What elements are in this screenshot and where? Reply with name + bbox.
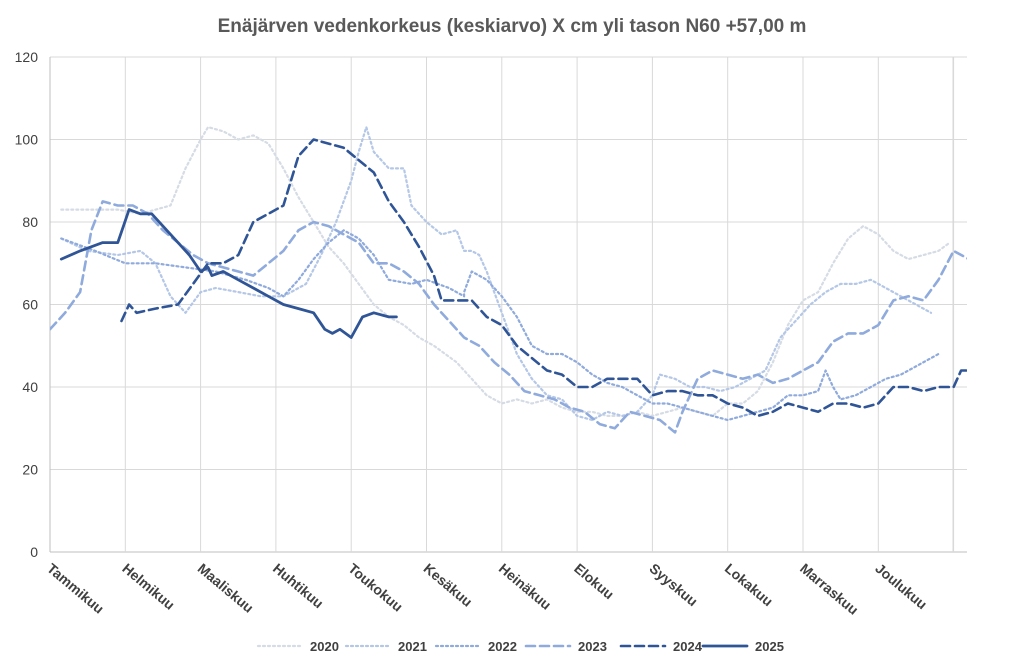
y-tick-label: 100 bbox=[15, 132, 39, 148]
x-tick-label: Kesäkuu bbox=[421, 560, 476, 610]
y-tick-label: 0 bbox=[30, 544, 38, 560]
legend-label-2020: 2020 bbox=[310, 639, 339, 654]
series-line-2025 bbox=[59, 208, 398, 339]
series-line-2020 bbox=[60, 125, 951, 417]
legend: 2020 2021 2022 2023 2024 2025 bbox=[256, 639, 784, 654]
legend-label-2024: 2024 bbox=[673, 639, 703, 654]
x-tick-label: Syyskuu bbox=[646, 560, 700, 609]
x-tick-label: Huhtikuu bbox=[270, 560, 327, 611]
axis-layer: 0 20 40 60 80 100 120 Tammikuu Helmikuu Maaliskuu… bbox=[15, 49, 931, 618]
series-line-2022 bbox=[60, 229, 940, 422]
x-tick-label: Elokuu bbox=[571, 560, 617, 602]
x-tick-label: Marraskuu bbox=[797, 560, 862, 618]
x-tick-label: Helmikuu bbox=[119, 560, 178, 613]
x-tick-label: Tammikuu bbox=[44, 560, 107, 617]
x-tick-label: Joulukuu bbox=[872, 560, 930, 612]
y-tick-label: 80 bbox=[22, 214, 38, 230]
chart-title: Enäjärven vedenkorkeus (keskiarvo) X cm … bbox=[218, 16, 807, 37]
y-tick-label: 120 bbox=[15, 49, 39, 65]
series-line-2021 bbox=[60, 125, 933, 422]
series-layer bbox=[50, 125, 967, 434]
grid-layer bbox=[49, 56, 967, 553]
y-tick-label: 60 bbox=[22, 297, 38, 313]
y-tick-label: 40 bbox=[22, 379, 38, 395]
x-tick-label: Maaliskuu bbox=[195, 560, 257, 616]
legend-label-2023: 2023 bbox=[578, 639, 607, 654]
x-tick-label: Lokakuu bbox=[722, 560, 776, 609]
x-tick-label: Heinäkuu bbox=[496, 560, 555, 613]
legend-label-2021: 2021 bbox=[398, 639, 427, 654]
legend-label-2025: 2025 bbox=[755, 639, 784, 654]
y-tick-label: 20 bbox=[22, 462, 38, 478]
series-line-2024 bbox=[120, 138, 967, 418]
x-tick-label: Toukokuu bbox=[345, 560, 406, 615]
legend-label-2022: 2022 bbox=[488, 639, 517, 654]
